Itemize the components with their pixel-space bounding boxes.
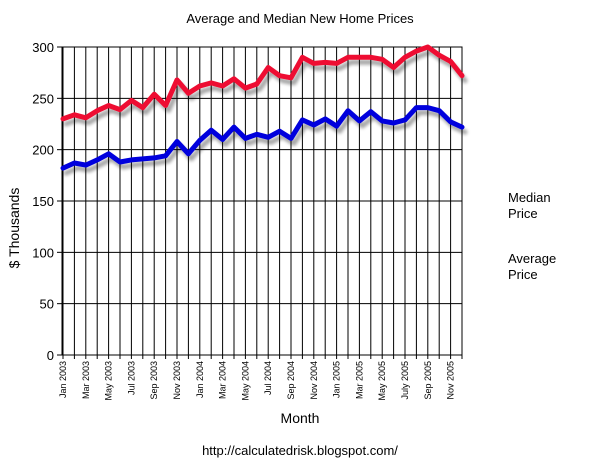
x-tick-label: Nov 2005: [446, 361, 456, 400]
series-line-median: [60, 105, 465, 171]
y-axis-label: $ Thousands: [6, 188, 22, 269]
chart-title: Average and Median New Home Prices: [186, 11, 414, 26]
y-tick-label: 250: [32, 91, 54, 106]
x-tick-label: May 2003: [104, 361, 114, 401]
x-tick-label: Mar 2004: [218, 361, 228, 399]
x-tick-label: Sep 2005: [423, 361, 433, 400]
x-tick-label: Nov 2004: [309, 361, 319, 400]
x-tick-label: May 2005: [377, 361, 387, 401]
x-tick-label: Jul 2004: [263, 361, 273, 395]
x-tick-label: Jan 2003: [58, 361, 68, 398]
series-lines: [60, 44, 465, 171]
x-tick-label: Mar 2003: [81, 361, 91, 399]
series-line-average: [60, 44, 465, 122]
x-tick-label: Nov 2003: [172, 361, 182, 400]
x-axis: Jan 2003 Mar 2003 May 2003 Jul 2003 Sep 2003…: [58, 355, 463, 401]
x-tick-label: May 2004: [240, 361, 250, 401]
x-tick-label: Jul 2003: [126, 361, 136, 395]
legend-label-median: Median: [508, 190, 551, 205]
grid: [61, 46, 463, 356]
legend-label-median-line2: Price: [508, 206, 538, 221]
y-tick-label: 100: [32, 245, 54, 260]
legend-label-average-line2: Price: [508, 267, 538, 282]
y-tick-label: 50: [40, 297, 54, 312]
x-tick-label: Sep 2003: [149, 361, 159, 400]
y-tick-label: 200: [32, 143, 54, 158]
x-tick-label: Sep 2004: [286, 361, 296, 400]
y-tick-label: 0: [47, 348, 54, 363]
source-url: http://calculatedrisk.blogspot.com/: [202, 443, 398, 458]
x-tick-label: Jan 2004: [195, 361, 205, 398]
x-tick-label: Jan 2005: [332, 361, 342, 398]
legend-label-average: Average: [508, 251, 556, 266]
y-tick-label: 150: [32, 194, 54, 209]
y-axis: 0 50 100 150 200 250 300: [32, 40, 62, 363]
x-axis-label: Month: [281, 410, 320, 426]
x-tick-label: July 2005: [400, 361, 410, 400]
y-tick-label: 300: [32, 40, 54, 55]
x-tick-label: Mar 2005: [354, 361, 364, 399]
